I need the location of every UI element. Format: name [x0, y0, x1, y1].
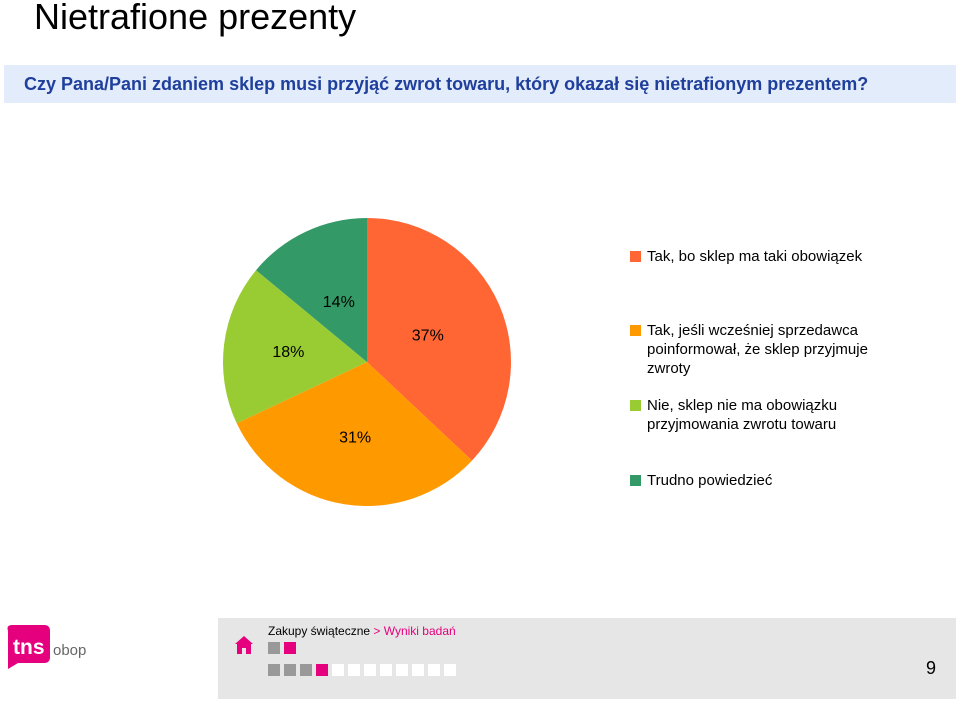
breadcrumb-separator: > — [373, 624, 381, 638]
page-nav-square[interactable] — [444, 664, 456, 676]
page-nav-square[interactable] — [300, 664, 312, 676]
pie-slice — [256, 218, 367, 362]
page-number: 9 — [925, 658, 936, 678]
page-nav-square[interactable] — [412, 664, 424, 676]
section-nav-square[interactable] — [268, 642, 280, 654]
legend-swatch — [630, 251, 641, 262]
pie-data-label: 14% — [323, 294, 355, 311]
page-nav-square[interactable] — [268, 664, 280, 676]
legend-swatch — [630, 325, 641, 336]
home-icon[interactable] — [234, 635, 254, 660]
pie-data-label: 31% — [339, 429, 371, 446]
svg-text:tns: tns — [13, 636, 45, 659]
pie-data-label: 37% — [412, 328, 444, 345]
breadcrumb: Zakupy świąteczne > Wyniki badań — [268, 624, 456, 638]
legend-item: Nie, sklep nie ma obowiązku przyjmowania… — [630, 396, 892, 434]
breadcrumb-current: Wyniki badań — [383, 624, 456, 638]
page-nav-square[interactable] — [380, 664, 392, 676]
page-nav-square[interactable] — [332, 664, 344, 676]
section-nav-square[interactable] — [284, 642, 296, 654]
pie-slice — [222, 270, 367, 424]
pie-slice — [367, 218, 511, 461]
legend-item: Tak, bo sklep ma taki obowiązek — [630, 247, 892, 266]
legend-label: Nie, sklep nie ma obowiązku przyjmowania… — [647, 397, 838, 433]
page-title: Nietrafione prezenty — [34, 0, 357, 37]
legend-label: Tak, jeśli wcześniej sprzedawca poinform… — [647, 322, 868, 377]
question-bar: Czy Pana/Pani zdaniem sklep musi przyjąć… — [4, 65, 956, 103]
page-nav-square[interactable] — [348, 664, 360, 676]
legend-label: Tak, bo sklep ma taki obowiązek — [647, 248, 863, 265]
legend-item: Tak, jeśli wcześniej sprzedawca poinform… — [630, 321, 892, 378]
legend-swatch — [630, 475, 641, 486]
page-nav-square[interactable] — [284, 664, 296, 676]
page-nav-square[interactable] — [316, 664, 328, 676]
legend-label: Trudno powiedzieć — [647, 472, 773, 489]
footer-bar: Zakupy świąteczne > Wyniki badań 9 — [218, 618, 956, 699]
svg-text:obop: obop — [53, 642, 86, 659]
breadcrumb-section[interactable]: Zakupy świąteczne — [268, 624, 371, 638]
tns-obop-logo: tns obop — [4, 621, 94, 676]
pie-slice — [236, 362, 472, 506]
question-text: Czy Pana/Pani zdaniem sklep musi przyjąć… — [24, 74, 869, 94]
legend-item: Trudno powiedzieć — [630, 471, 892, 490]
page-nav-square[interactable] — [396, 664, 408, 676]
page-nav-square[interactable] — [428, 664, 440, 676]
page-nav-square[interactable] — [364, 664, 376, 676]
pie-data-label: 18% — [272, 344, 304, 361]
legend-swatch — [630, 400, 641, 411]
